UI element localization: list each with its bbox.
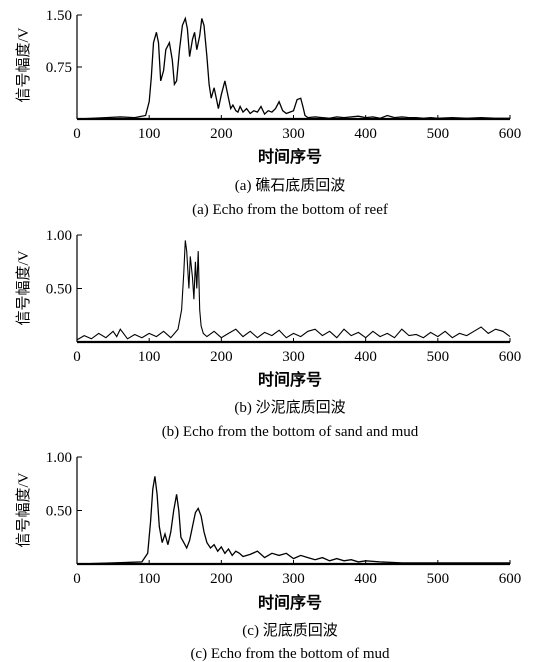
x-tick-label: 400 bbox=[354, 349, 377, 365]
x-tick-label: 100 bbox=[138, 126, 161, 142]
panel-b-xlabel: 时间序号 bbox=[258, 370, 322, 389]
panel-c-xticks: 0 100 200 300 400 500 600 bbox=[73, 560, 521, 587]
x-tick-label: 200 bbox=[210, 571, 233, 587]
panel-a-caption-en: (a) Echo from the bottom of reef bbox=[192, 202, 388, 218]
x-tick-label: 600 bbox=[499, 571, 522, 587]
panel-b-caption-cn: (b) 沙泥底质回波 bbox=[234, 399, 345, 416]
panel-c-yticks: 0.50 1.00 bbox=[46, 450, 82, 520]
panel-b-sand-mud: 信号幅度/V 0.50 1.00 0 100 200 300 400 500 600 时间序号… bbox=[15, 228, 521, 440]
y-tick-label: 1.00 bbox=[46, 450, 72, 466]
panel-a-ylabel: 信号幅度/V bbox=[15, 27, 32, 102]
y-tick-label: 0.75 bbox=[46, 60, 72, 76]
x-tick-label: 200 bbox=[210, 349, 233, 365]
panel-b-caption-en: (b) Echo from the bottom of sand and mud bbox=[162, 424, 419, 440]
panel-a-series-line bbox=[76, 16, 510, 120]
panel-a-xlabel: 时间序号 bbox=[258, 147, 322, 166]
x-tick-label: 600 bbox=[499, 126, 522, 142]
x-tick-label: 0 bbox=[73, 349, 81, 365]
x-tick-label: 400 bbox=[354, 126, 377, 142]
panel-b-xticks: 0 100 200 300 400 500 600 bbox=[73, 338, 521, 365]
panel-c-caption-en: (c) Echo from the bottom of mud bbox=[190, 646, 390, 662]
panel-c-caption-cn: (c) 泥底质回波 bbox=[242, 622, 337, 639]
x-tick-label: 300 bbox=[282, 349, 305, 365]
panel-c-series-line bbox=[76, 476, 510, 565]
panel-b-yticks: 0.50 1.00 bbox=[46, 228, 82, 298]
x-tick-label: 100 bbox=[138, 349, 161, 365]
y-tick-label: 0.50 bbox=[46, 282, 72, 298]
x-tick-label: 600 bbox=[499, 349, 522, 365]
x-tick-label: 500 bbox=[427, 571, 450, 587]
panel-c-mud: 信号幅度/V 0.50 1.00 0 100 200 300 400 500 600 时间序号… bbox=[15, 450, 521, 662]
panel-b-ylabel: 信号幅度/V bbox=[15, 250, 32, 325]
panel-c-xlabel: 时间序号 bbox=[258, 593, 322, 612]
panel-a-yticks: 0.75 1.50 bbox=[46, 8, 82, 76]
x-tick-label: 0 bbox=[73, 571, 81, 587]
x-tick-label: 300 bbox=[282, 126, 305, 142]
panel-a-caption-cn: (a) 礁石底质回波 bbox=[235, 177, 345, 194]
x-tick-label: 200 bbox=[210, 126, 233, 142]
y-tick-label: 0.50 bbox=[46, 504, 72, 520]
x-tick-label: 300 bbox=[282, 571, 305, 587]
panel-a-reef: 信号幅度/V 0.75 1.50 0 100 200 300 400 500 600 时间序号… bbox=[15, 8, 521, 218]
x-tick-label: 100 bbox=[138, 571, 161, 587]
x-tick-label: 400 bbox=[354, 571, 377, 587]
panel-a-xticks: 0 100 200 300 400 500 600 bbox=[73, 115, 521, 142]
x-tick-label: 500 bbox=[427, 126, 450, 142]
y-tick-label: 1.00 bbox=[46, 228, 72, 244]
x-tick-label: 500 bbox=[427, 349, 450, 365]
panel-c-ylabel: 信号幅度/V bbox=[15, 472, 32, 547]
x-tick-label: 0 bbox=[73, 126, 81, 142]
y-tick-label: 1.50 bbox=[46, 8, 72, 24]
panel-b-series-line bbox=[76, 240, 511, 341]
